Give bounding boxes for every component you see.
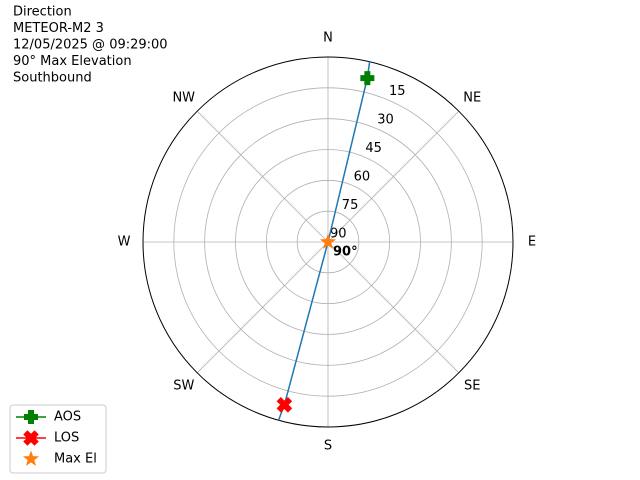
title-line: 12/05/2025 @ 09:29:00 — [13, 38, 168, 53]
title-line: METEOR-M2 3 — [13, 21, 104, 36]
marker-x-shape — [23, 430, 39, 446]
direction-label: S — [324, 439, 332, 454]
direction-label: E — [528, 235, 536, 250]
direction-label: N — [323, 31, 333, 46]
legend-label: AOS — [54, 410, 81, 425]
radial-tick-label: 45 — [365, 141, 382, 156]
marker-x-shape — [276, 397, 293, 413]
legend-label: Max El — [54, 452, 97, 467]
radial-tick-label: 15 — [389, 84, 406, 99]
title-line: Direction — [13, 5, 72, 20]
direction-label: NE — [463, 90, 481, 105]
outer-circle — [142, 56, 514, 428]
title-line: Southbound — [13, 71, 92, 86]
marker-x — [276, 397, 293, 413]
direction-label: NW — [172, 90, 195, 105]
grid-spoke — [196, 110, 329, 243]
radial-tick-label: 60 — [354, 170, 371, 185]
title-line: 90° Max Elevation — [13, 54, 132, 69]
marker-x — [23, 430, 39, 446]
legend-label: LOS — [54, 431, 79, 446]
grid-spoke — [327, 110, 460, 243]
radial-tick-label: 75 — [342, 198, 359, 213]
annotation: 90° — [333, 245, 358, 260]
grid-spoke — [327, 241, 460, 374]
grid-spoke — [196, 241, 329, 374]
direction-label: SW — [173, 379, 194, 394]
marker-plus — [360, 71, 375, 86]
radial-tick-label: 30 — [377, 113, 394, 128]
marker-star — [319, 233, 337, 249]
marker-plus — [24, 410, 38, 424]
radial-tick-label: 90 — [330, 227, 347, 242]
direction-label: SE — [464, 379, 480, 394]
direction-label: W — [118, 235, 131, 250]
marker-star — [22, 450, 40, 466]
